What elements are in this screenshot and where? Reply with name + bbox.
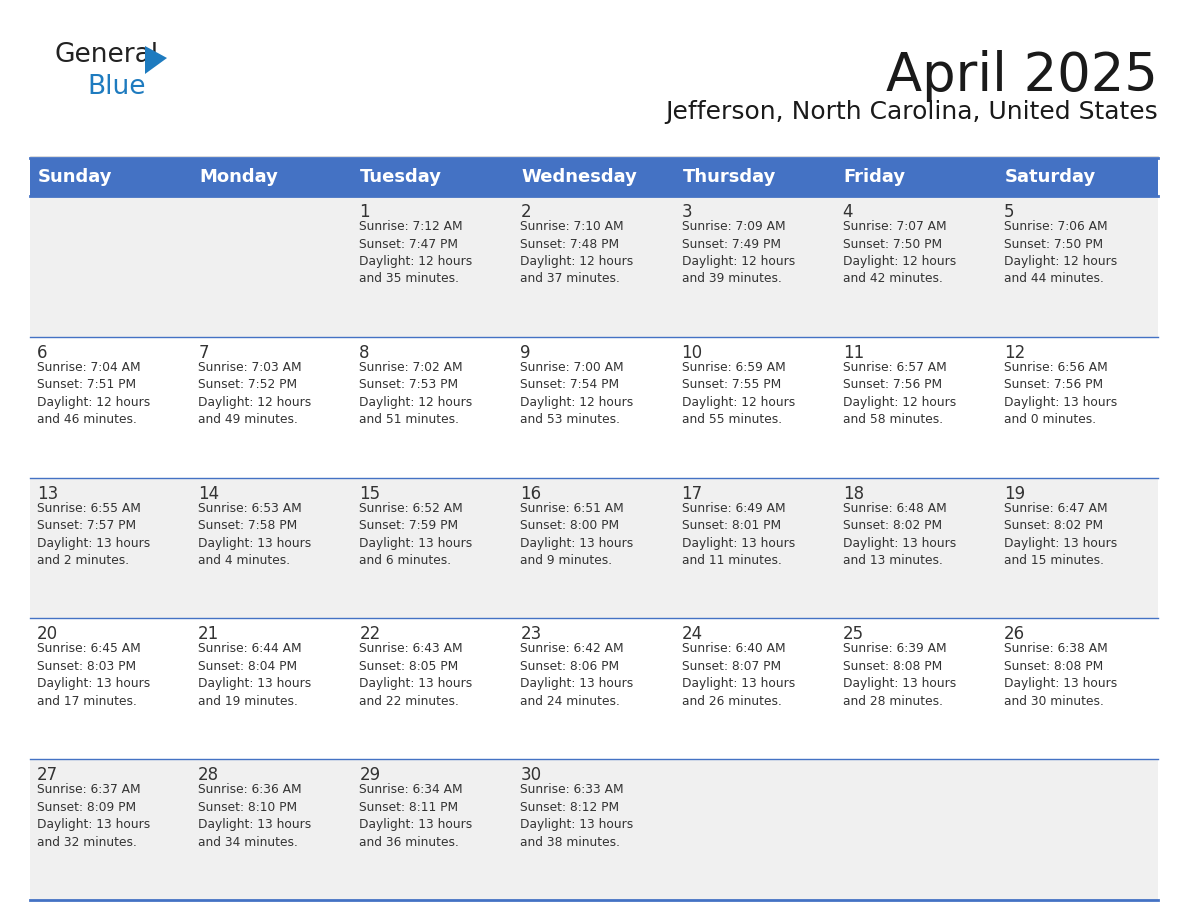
Text: Sunrise: 6:45 AM
Sunset: 8:03 PM
Daylight: 13 hours
and 17 minutes.: Sunrise: 6:45 AM Sunset: 8:03 PM Dayligh…	[37, 643, 150, 708]
Bar	[835, 158, 997, 196]
Text: 15: 15	[359, 485, 380, 502]
Text: Sunrise: 6:38 AM
Sunset: 8:08 PM
Daylight: 13 hours
and 30 minutes.: Sunrise: 6:38 AM Sunset: 8:08 PM Dayligh…	[1004, 643, 1117, 708]
Text: 5: 5	[1004, 203, 1015, 221]
Text: 23: 23	[520, 625, 542, 644]
Text: 29: 29	[359, 767, 380, 784]
Text: Sunday: Sunday	[38, 168, 113, 186]
Polygon shape	[145, 46, 168, 74]
Text: Sunrise: 6:59 AM
Sunset: 7:55 PM
Daylight: 12 hours
and 55 minutes.: Sunrise: 6:59 AM Sunset: 7:55 PM Dayligh…	[682, 361, 795, 426]
Text: Saturday: Saturday	[1005, 168, 1097, 186]
Text: Sunrise: 7:10 AM
Sunset: 7:48 PM
Daylight: 12 hours
and 37 minutes.: Sunrise: 7:10 AM Sunset: 7:48 PM Dayligh…	[520, 220, 633, 285]
Text: Sunrise: 7:03 AM
Sunset: 7:52 PM
Daylight: 12 hours
and 49 minutes.: Sunrise: 7:03 AM Sunset: 7:52 PM Dayligh…	[198, 361, 311, 426]
Text: Sunrise: 7:07 AM
Sunset: 7:50 PM
Daylight: 12 hours
and 42 minutes.: Sunrise: 7:07 AM Sunset: 7:50 PM Dayligh…	[842, 220, 956, 285]
Text: 2: 2	[520, 203, 531, 221]
Text: 24: 24	[682, 625, 702, 644]
Text: Sunrise: 6:34 AM
Sunset: 8:11 PM
Daylight: 13 hours
and 36 minutes.: Sunrise: 6:34 AM Sunset: 8:11 PM Dayligh…	[359, 783, 473, 849]
Text: 26: 26	[1004, 625, 1025, 644]
Text: 8: 8	[359, 344, 369, 362]
Bar	[997, 158, 1158, 196]
Text: Sunrise: 7:02 AM
Sunset: 7:53 PM
Daylight: 12 hours
and 51 minutes.: Sunrise: 7:02 AM Sunset: 7:53 PM Dayligh…	[359, 361, 473, 426]
Bar	[30, 477, 1158, 619]
Text: 7: 7	[198, 344, 209, 362]
Text: 3: 3	[682, 203, 693, 221]
Text: 6: 6	[37, 344, 48, 362]
Text: Jefferson, North Carolina, United States: Jefferson, North Carolina, United States	[665, 100, 1158, 124]
Text: Sunrise: 7:06 AM
Sunset: 7:50 PM
Daylight: 12 hours
and 44 minutes.: Sunrise: 7:06 AM Sunset: 7:50 PM Dayligh…	[1004, 220, 1117, 285]
Text: 28: 28	[198, 767, 220, 784]
Text: Sunrise: 6:48 AM
Sunset: 8:02 PM
Daylight: 13 hours
and 13 minutes.: Sunrise: 6:48 AM Sunset: 8:02 PM Dayligh…	[842, 501, 956, 567]
Text: Sunrise: 6:43 AM
Sunset: 8:05 PM
Daylight: 13 hours
and 22 minutes.: Sunrise: 6:43 AM Sunset: 8:05 PM Dayligh…	[359, 643, 473, 708]
Bar	[513, 158, 675, 196]
Text: General: General	[55, 42, 159, 68]
Text: 19: 19	[1004, 485, 1025, 502]
Text: Tuesday: Tuesday	[360, 168, 442, 186]
Text: 27: 27	[37, 767, 58, 784]
Text: Monday: Monday	[200, 168, 278, 186]
Bar	[675, 158, 835, 196]
Text: Sunrise: 7:04 AM
Sunset: 7:51 PM
Daylight: 12 hours
and 46 minutes.: Sunrise: 7:04 AM Sunset: 7:51 PM Dayligh…	[37, 361, 150, 426]
Text: Sunrise: 6:36 AM
Sunset: 8:10 PM
Daylight: 13 hours
and 34 minutes.: Sunrise: 6:36 AM Sunset: 8:10 PM Dayligh…	[198, 783, 311, 849]
Text: Sunrise: 6:49 AM
Sunset: 8:01 PM
Daylight: 13 hours
and 11 minutes.: Sunrise: 6:49 AM Sunset: 8:01 PM Dayligh…	[682, 501, 795, 567]
Text: 25: 25	[842, 625, 864, 644]
Text: Sunrise: 6:47 AM
Sunset: 8:02 PM
Daylight: 13 hours
and 15 minutes.: Sunrise: 6:47 AM Sunset: 8:02 PM Dayligh…	[1004, 501, 1117, 567]
Text: Friday: Friday	[843, 168, 905, 186]
Text: Sunrise: 6:44 AM
Sunset: 8:04 PM
Daylight: 13 hours
and 19 minutes.: Sunrise: 6:44 AM Sunset: 8:04 PM Dayligh…	[198, 643, 311, 708]
Text: 11: 11	[842, 344, 864, 362]
Text: Sunrise: 6:51 AM
Sunset: 8:00 PM
Daylight: 13 hours
and 9 minutes.: Sunrise: 6:51 AM Sunset: 8:00 PM Dayligh…	[520, 501, 633, 567]
Text: Sunrise: 6:55 AM
Sunset: 7:57 PM
Daylight: 13 hours
and 2 minutes.: Sunrise: 6:55 AM Sunset: 7:57 PM Dayligh…	[37, 501, 150, 567]
Bar	[353, 158, 513, 196]
Text: 13: 13	[37, 485, 58, 502]
Bar	[30, 759, 1158, 900]
Text: 20: 20	[37, 625, 58, 644]
Text: Sunrise: 6:37 AM
Sunset: 8:09 PM
Daylight: 13 hours
and 32 minutes.: Sunrise: 6:37 AM Sunset: 8:09 PM Dayligh…	[37, 783, 150, 849]
Text: Sunrise: 6:53 AM
Sunset: 7:58 PM
Daylight: 13 hours
and 4 minutes.: Sunrise: 6:53 AM Sunset: 7:58 PM Dayligh…	[198, 501, 311, 567]
Text: 9: 9	[520, 344, 531, 362]
Text: 16: 16	[520, 485, 542, 502]
Text: Wednesday: Wednesday	[522, 168, 637, 186]
Text: Thursday: Thursday	[683, 168, 776, 186]
Bar	[30, 196, 1158, 337]
Text: 1: 1	[359, 203, 369, 221]
Text: April 2025: April 2025	[886, 50, 1158, 102]
Text: 14: 14	[198, 485, 220, 502]
Text: Sunrise: 6:40 AM
Sunset: 8:07 PM
Daylight: 13 hours
and 26 minutes.: Sunrise: 6:40 AM Sunset: 8:07 PM Dayligh…	[682, 643, 795, 708]
Text: 10: 10	[682, 344, 702, 362]
Text: 17: 17	[682, 485, 702, 502]
Bar	[191, 158, 353, 196]
Text: 18: 18	[842, 485, 864, 502]
Text: 4: 4	[842, 203, 853, 221]
Text: Sunrise: 6:52 AM
Sunset: 7:59 PM
Daylight: 13 hours
and 6 minutes.: Sunrise: 6:52 AM Sunset: 7:59 PM Dayligh…	[359, 501, 473, 567]
Bar	[30, 158, 191, 196]
Text: 12: 12	[1004, 344, 1025, 362]
Bar	[30, 337, 1158, 477]
Text: Sunrise: 7:12 AM
Sunset: 7:47 PM
Daylight: 12 hours
and 35 minutes.: Sunrise: 7:12 AM Sunset: 7:47 PM Dayligh…	[359, 220, 473, 285]
Text: Blue: Blue	[87, 74, 145, 100]
Text: Sunrise: 6:56 AM
Sunset: 7:56 PM
Daylight: 13 hours
and 0 minutes.: Sunrise: 6:56 AM Sunset: 7:56 PM Dayligh…	[1004, 361, 1117, 426]
Text: Sunrise: 6:42 AM
Sunset: 8:06 PM
Daylight: 13 hours
and 24 minutes.: Sunrise: 6:42 AM Sunset: 8:06 PM Dayligh…	[520, 643, 633, 708]
Text: Sunrise: 7:00 AM
Sunset: 7:54 PM
Daylight: 12 hours
and 53 minutes.: Sunrise: 7:00 AM Sunset: 7:54 PM Dayligh…	[520, 361, 633, 426]
Text: 22: 22	[359, 625, 380, 644]
Text: Sunrise: 6:39 AM
Sunset: 8:08 PM
Daylight: 13 hours
and 28 minutes.: Sunrise: 6:39 AM Sunset: 8:08 PM Dayligh…	[842, 643, 956, 708]
Text: Sunrise: 7:09 AM
Sunset: 7:49 PM
Daylight: 12 hours
and 39 minutes.: Sunrise: 7:09 AM Sunset: 7:49 PM Dayligh…	[682, 220, 795, 285]
Text: Sunrise: 6:33 AM
Sunset: 8:12 PM
Daylight: 13 hours
and 38 minutes.: Sunrise: 6:33 AM Sunset: 8:12 PM Dayligh…	[520, 783, 633, 849]
Text: 30: 30	[520, 767, 542, 784]
Bar	[30, 619, 1158, 759]
Text: Sunrise: 6:57 AM
Sunset: 7:56 PM
Daylight: 12 hours
and 58 minutes.: Sunrise: 6:57 AM Sunset: 7:56 PM Dayligh…	[842, 361, 956, 426]
Text: 21: 21	[198, 625, 220, 644]
